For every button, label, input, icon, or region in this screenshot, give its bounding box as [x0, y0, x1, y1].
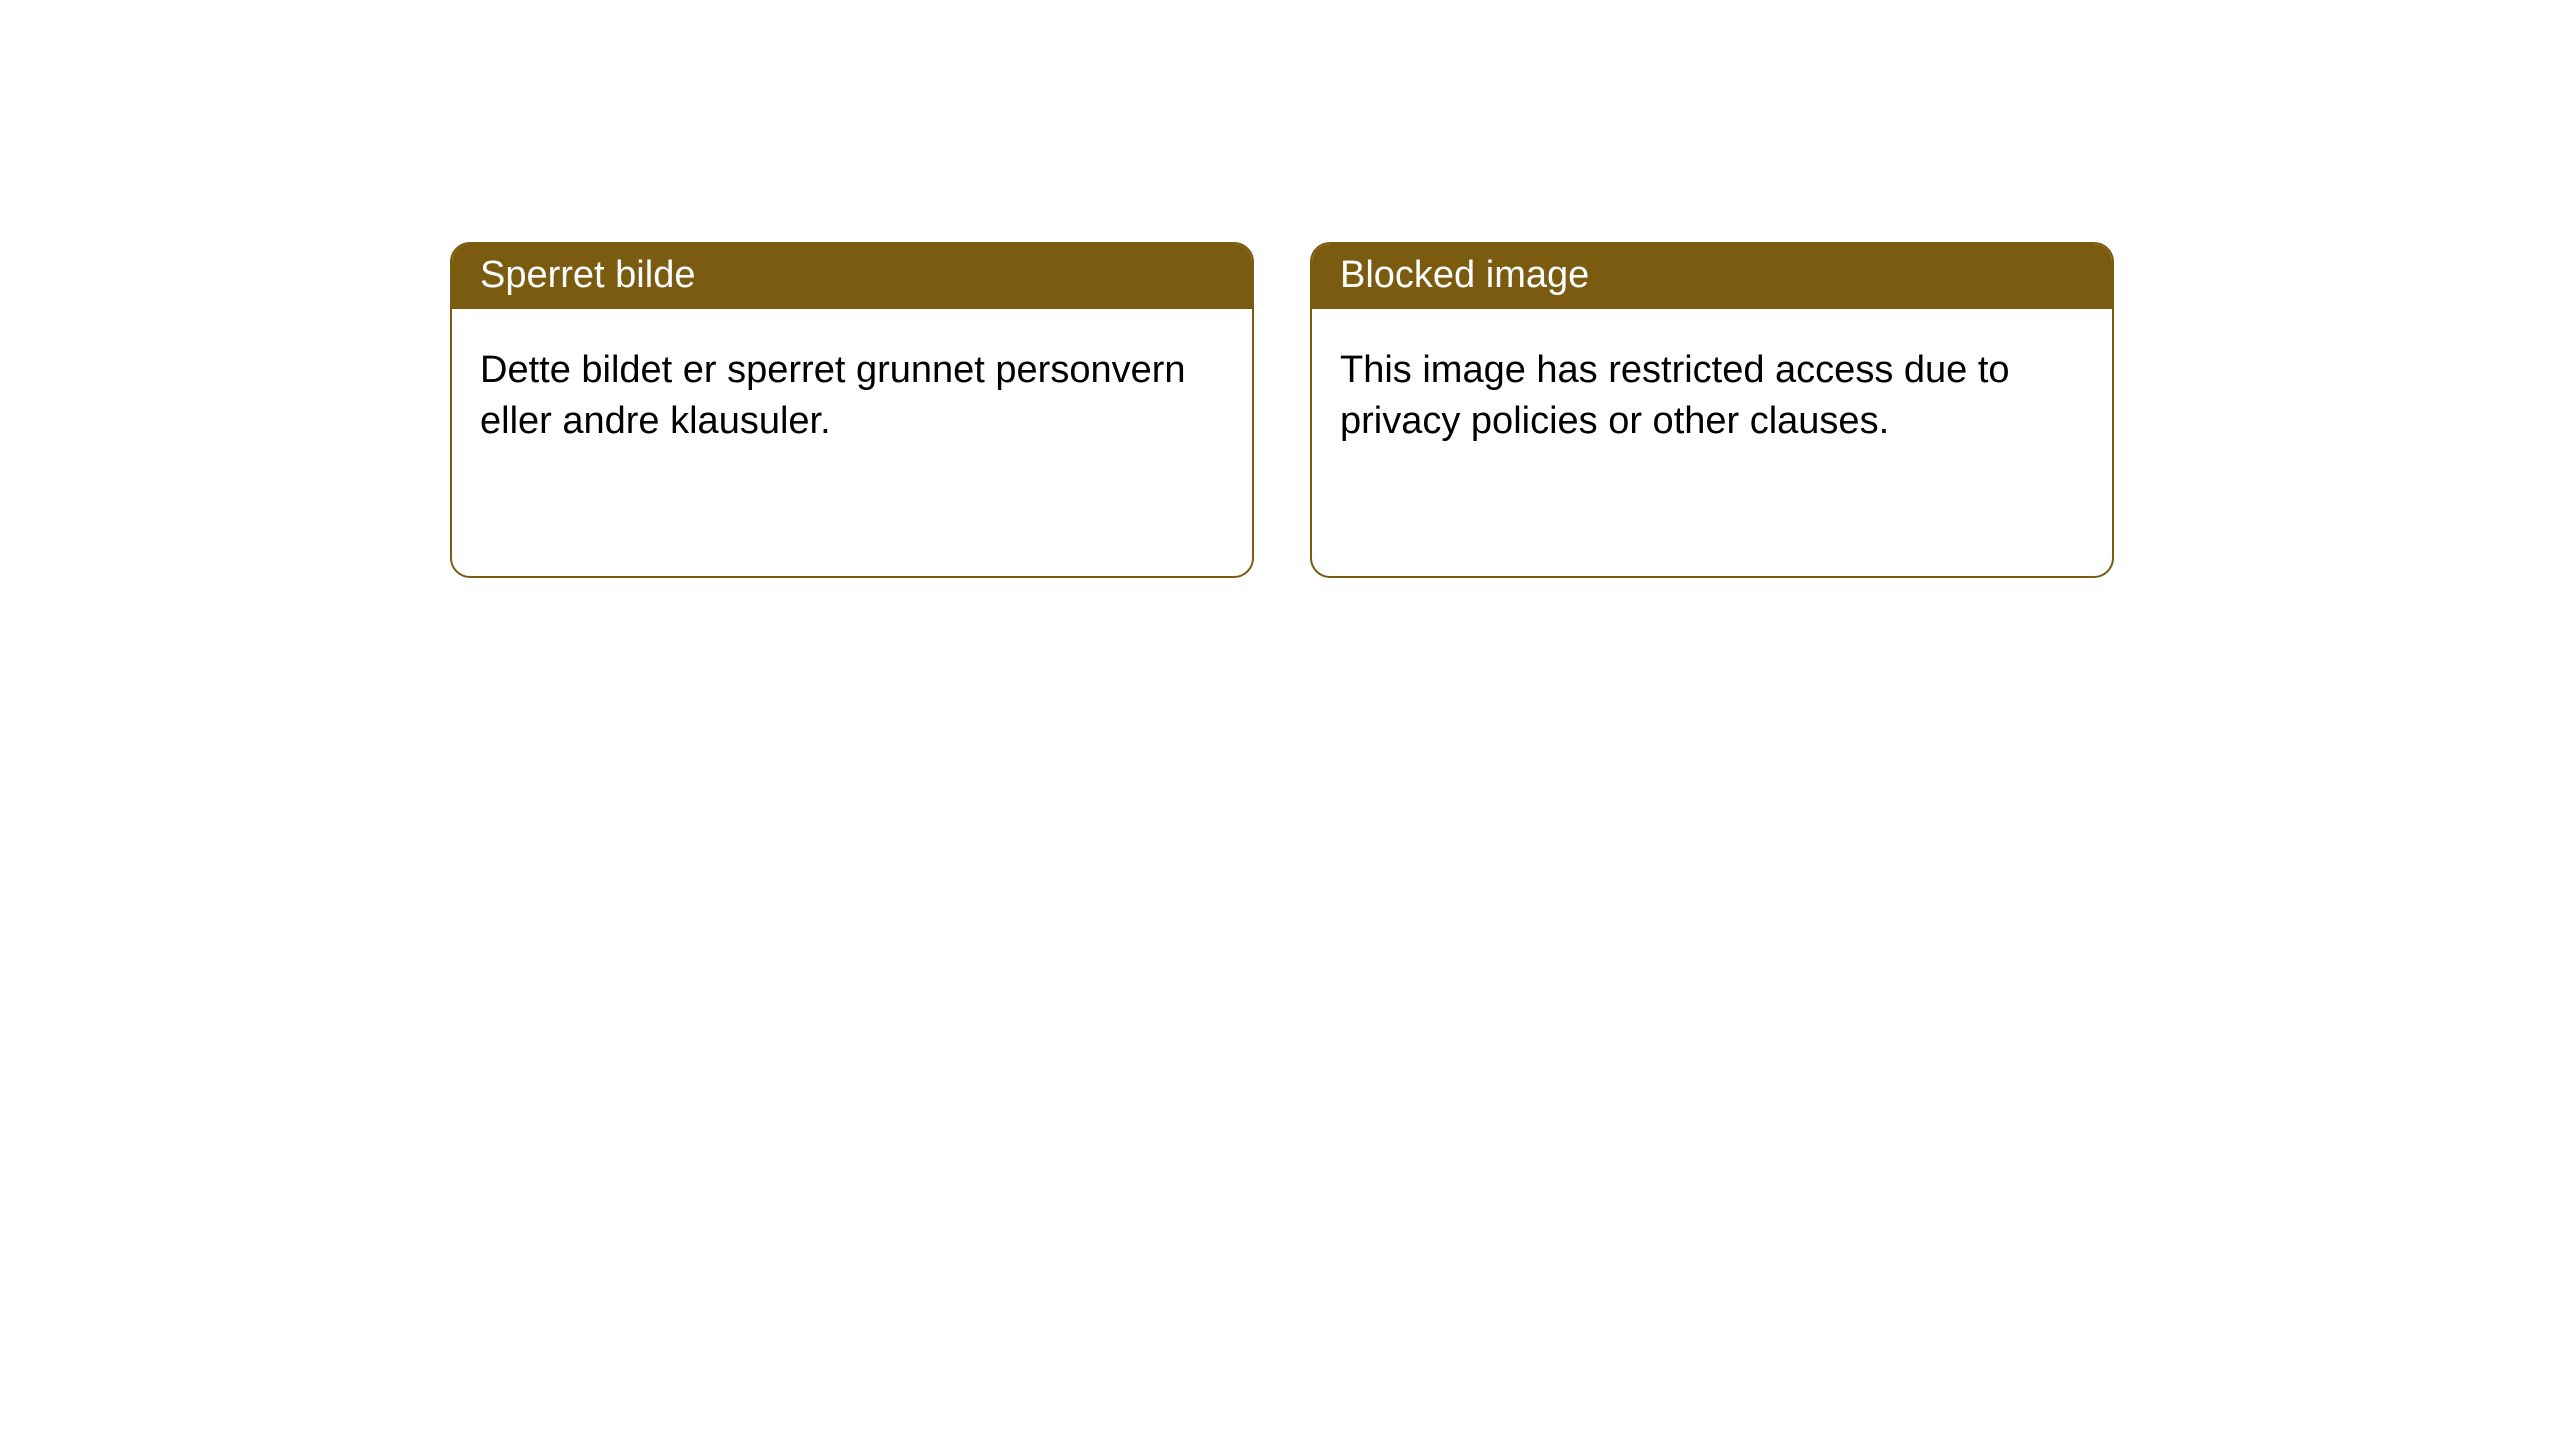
notice-card-norwegian: Sperret bilde Dette bildet er sperret gr… [450, 242, 1254, 578]
card-title: Sperret bilde [452, 244, 1252, 309]
card-body: This image has restricted access due to … [1312, 309, 2112, 484]
notice-container: Sperret bilde Dette bildet er sperret gr… [0, 0, 2560, 578]
card-title: Blocked image [1312, 244, 2112, 309]
card-body: Dette bildet er sperret grunnet personve… [452, 309, 1252, 484]
notice-card-english: Blocked image This image has restricted … [1310, 242, 2114, 578]
